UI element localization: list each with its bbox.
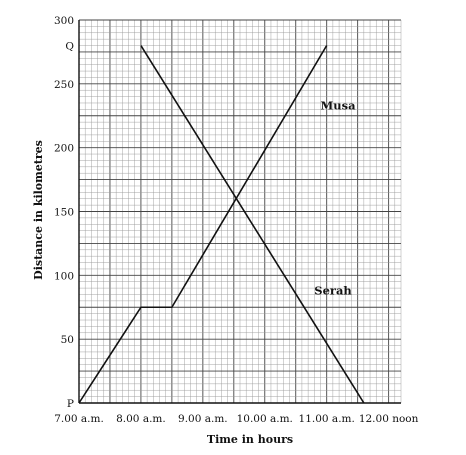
y-tick-label: 100 (54, 270, 74, 282)
y-tick-label: 200 (54, 143, 74, 155)
series-line-serah (140, 45, 365, 404)
y-axis-label: Distance in kilometres (32, 140, 45, 280)
y-tick-label: 300 (54, 15, 74, 27)
x-tick-label: 12.00 noon (359, 413, 419, 425)
y-tick-label: Q (65, 41, 74, 53)
x-tick-label: 10.00 a.m. (237, 413, 293, 425)
x-tick-label: 8.00 a.m. (116, 413, 166, 425)
chart-axes (78, 20, 401, 404)
y-tick-label: 250 (54, 79, 74, 91)
x-tick-label: 9.00 a.m. (178, 413, 228, 425)
series-label-musa: Musa (321, 98, 357, 112)
chart-grid (78, 19, 402, 404)
y-tick-label: 150 (54, 207, 74, 219)
series-label-serah: Serah (314, 283, 352, 297)
x-axis-label: Time in hours (207, 433, 293, 446)
chart-series: Musa Serah (78, 45, 365, 404)
x-tick-labels: 7.00 a.m. 8.00 a.m. 9.00 a.m. 10.00 a.m. 11.… (54, 413, 418, 425)
y-tick-labels: P 50 100 150 200 250 Q 300 (54, 15, 74, 410)
y-tick-label: P (67, 398, 74, 410)
x-tick-label: 11.00 a.m. (299, 413, 355, 425)
x-tick-label: 7.00 a.m. (54, 413, 104, 425)
series-line-musa (78, 45, 328, 404)
y-tick-label: 50 (61, 334, 74, 346)
